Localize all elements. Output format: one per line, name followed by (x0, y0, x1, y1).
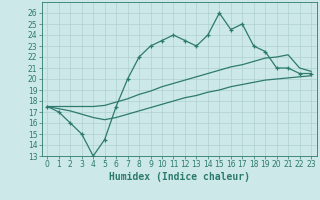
X-axis label: Humidex (Indice chaleur): Humidex (Indice chaleur) (109, 172, 250, 182)
